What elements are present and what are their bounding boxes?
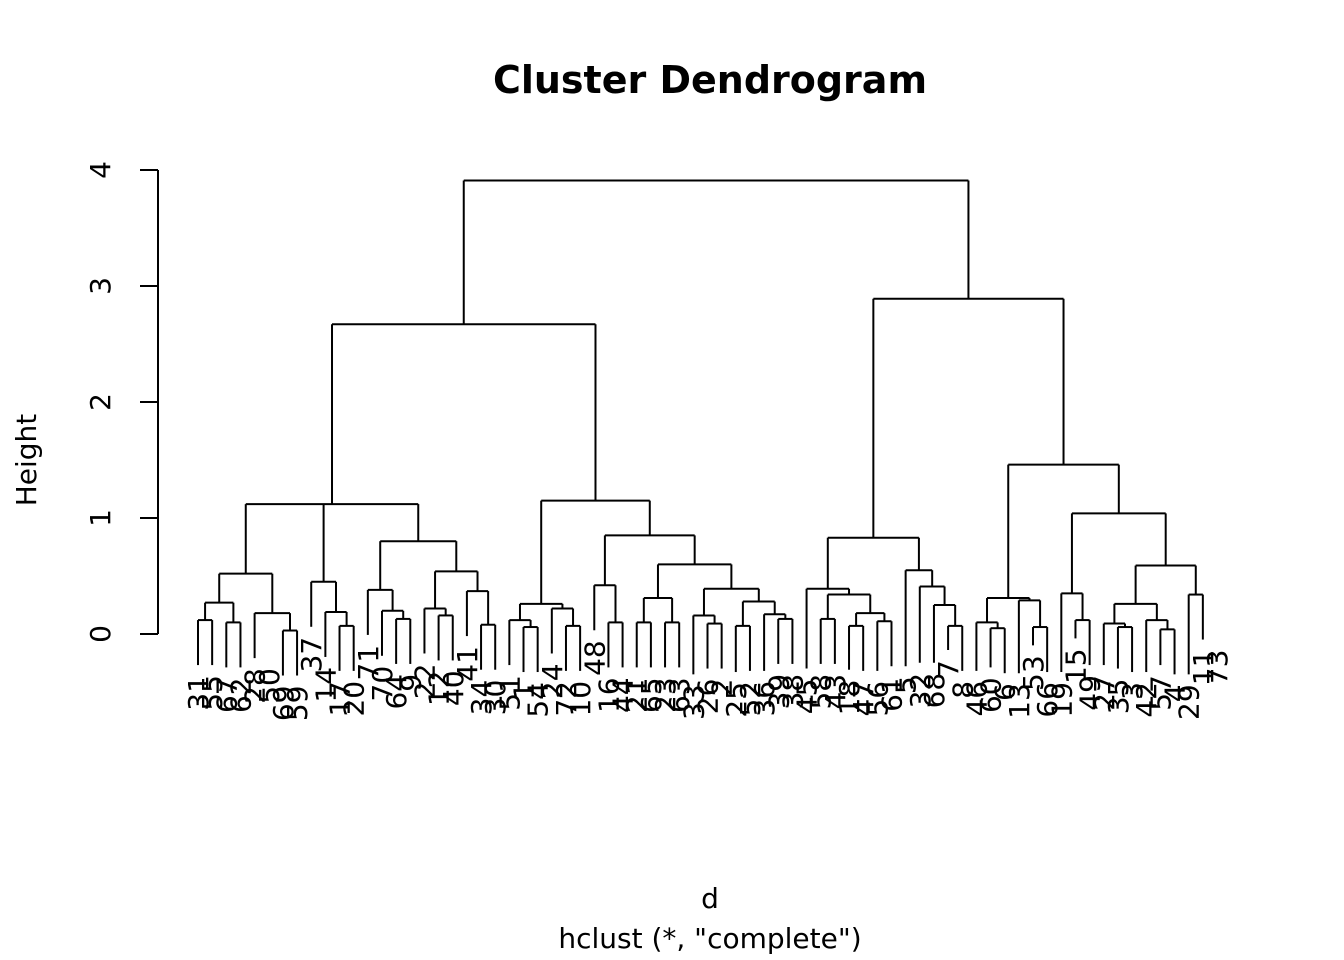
- leaf-label: 20: [338, 681, 371, 717]
- leaf-label: 36: [748, 681, 781, 717]
- chart-title: Cluster Dendrogram: [493, 58, 927, 102]
- leaf-label: 67: [210, 677, 243, 713]
- leaf-label: 57: [1144, 675, 1177, 711]
- leaf-label: 51: [493, 675, 526, 711]
- leaf-label: 3: [1116, 682, 1149, 700]
- leaf-label: 35: [1102, 679, 1135, 715]
- leaf-label: 60: [975, 677, 1008, 713]
- leaf-label: 39: [762, 674, 795, 710]
- leaf-label: 59: [281, 686, 314, 722]
- leaf-label: 34: [465, 680, 498, 716]
- leaf-label: 49: [1074, 675, 1107, 711]
- leaf-label: 50: [253, 668, 286, 704]
- y-tick-label: 4: [84, 161, 117, 179]
- leaf-label: 21: [621, 677, 654, 713]
- leaf-label: 15: [1059, 648, 1092, 684]
- leaf-label: 13: [1003, 683, 1036, 719]
- leaf-label: 63: [663, 677, 696, 713]
- leaf-label: 18: [833, 680, 866, 716]
- leaf-label: 38: [776, 674, 809, 710]
- leaf-label: 72: [550, 681, 583, 717]
- y-tick-label: 3: [84, 277, 117, 295]
- leaf-label: 70: [366, 666, 399, 702]
- leaf-label: 40: [437, 670, 470, 706]
- leaf-label: 14: [309, 667, 342, 703]
- leaf-label: 68: [918, 673, 951, 709]
- leaf-label: 43: [819, 674, 852, 710]
- leaf-label: 27: [1088, 675, 1121, 711]
- leaf-labels: 3155676228506959371417207170649221240413…: [182, 637, 1234, 721]
- leaf-label: 55: [196, 675, 229, 711]
- y-axis: 0 1 2 3 4: [84, 161, 159, 643]
- leaf-label: 45: [791, 679, 824, 715]
- dendrogram-tree: [197, 179, 1204, 676]
- leaf-label: 62: [224, 677, 257, 713]
- leaf-label: 64: [380, 674, 413, 710]
- leaf-label: 58: [805, 674, 838, 710]
- y-tick-label: 2: [84, 393, 117, 411]
- leaf-label: 12: [423, 670, 456, 706]
- leaf-label: 61: [875, 676, 908, 712]
- leaf-label: 10: [564, 681, 597, 717]
- leaf-label: 9: [394, 674, 427, 692]
- leaf-label: 6: [989, 683, 1022, 701]
- leaf-label: 5: [890, 676, 923, 694]
- y-tick-label: 0: [84, 625, 117, 643]
- leaf-label: 44: [607, 677, 640, 713]
- leaf-label: 31: [182, 675, 215, 711]
- leaf-label: 48: [578, 640, 611, 676]
- x-axis-label: d: [701, 882, 719, 915]
- x-axis-sublabel: hclust (*, "complete"): [558, 922, 861, 955]
- leaf-label: 46: [960, 681, 993, 717]
- leaf-label: 69: [267, 686, 300, 722]
- leaf-label: 53: [1017, 655, 1050, 691]
- leaf-label: 33: [677, 684, 710, 720]
- leaf-label: 22: [408, 663, 441, 699]
- leaf-label: 11: [1187, 650, 1220, 686]
- y-axis-label: Height: [10, 414, 43, 507]
- leaf-label: 25: [720, 682, 753, 718]
- leaf-label: 37: [295, 637, 328, 673]
- leaf-label: 16: [592, 677, 625, 713]
- leaf-label: 73: [1201, 650, 1234, 686]
- leaf-label: 42: [1130, 682, 1163, 718]
- leaf-label: 71: [352, 645, 385, 681]
- leaf-label: 1: [508, 682, 541, 700]
- leaf-label: 28: [239, 668, 272, 704]
- leaf-label: 2: [706, 679, 739, 697]
- leaf-label: 47: [847, 681, 880, 717]
- leaf-label: 23: [649, 677, 682, 713]
- leaf-label: 66: [1031, 682, 1064, 718]
- leaf-label: 8: [946, 681, 979, 699]
- leaf-label: 24: [536, 663, 569, 699]
- leaf-label: 41: [451, 646, 484, 682]
- leaf-label: 54: [522, 682, 555, 718]
- leaf-label: 29: [1173, 684, 1206, 720]
- leaf-label: 32: [904, 673, 937, 709]
- leaf-label: 30: [479, 680, 512, 716]
- leaf-label: 17: [324, 681, 357, 717]
- leaf-label: 7: [932, 660, 965, 678]
- leaf-label: 4: [1159, 684, 1192, 702]
- leaf-label: 56: [861, 681, 894, 717]
- leaf-label: 65: [635, 677, 668, 713]
- leaf-label: 19: [1045, 682, 1078, 718]
- leaf-label: 52: [734, 681, 767, 717]
- y-tick-label: 1: [84, 509, 117, 527]
- leaf-label: 26: [692, 679, 725, 715]
